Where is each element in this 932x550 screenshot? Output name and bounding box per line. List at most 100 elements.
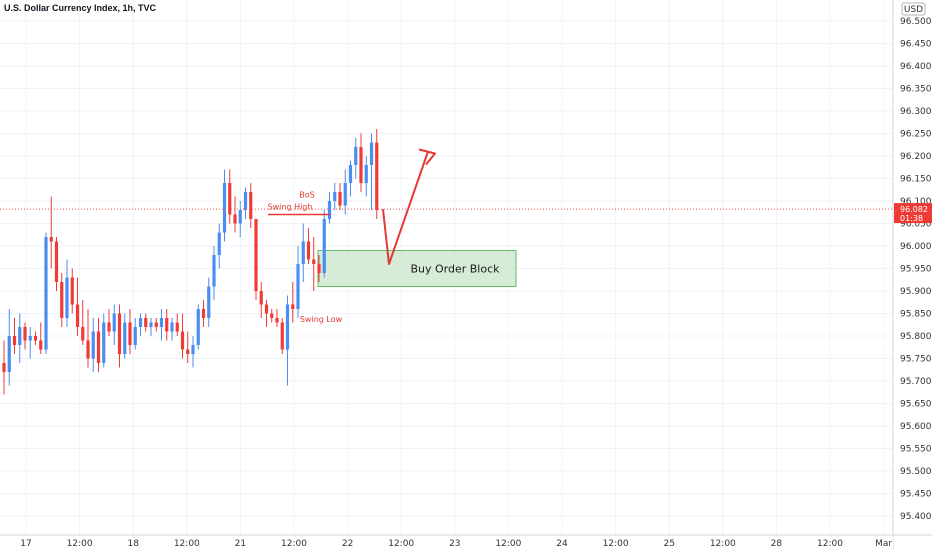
candle-body <box>107 322 111 332</box>
candle <box>359 133 363 192</box>
y-tick-label: 96.350 <box>900 85 932 95</box>
candle-body <box>7 336 11 372</box>
candle <box>364 156 368 197</box>
candle-body <box>128 322 132 345</box>
candle <box>327 192 332 224</box>
candle <box>348 160 353 197</box>
time-axis-background <box>0 535 893 550</box>
candle <box>238 201 242 237</box>
bos-label: BoS <box>299 191 314 200</box>
candle-body <box>18 327 22 345</box>
candle <box>306 228 311 264</box>
order-block-zone: Buy Order Block <box>317 250 517 287</box>
x-tick-label: 12:00 <box>495 539 521 549</box>
y-tick-label: 95.900 <box>900 287 932 297</box>
candle <box>138 313 143 336</box>
candle-body <box>112 313 116 332</box>
candle-body <box>354 147 358 165</box>
y-tick-label: 95.400 <box>900 512 932 522</box>
price-axis[interactable]: 96.500 96.450 96.400 96.350 96.300 96.250 96.2… <box>900 17 932 522</box>
candle-body <box>317 264 321 273</box>
candle-body <box>312 259 316 264</box>
candle <box>233 196 237 233</box>
candle <box>343 169 347 215</box>
y-tick-label: 96.250 <box>900 130 932 140</box>
candle <box>291 282 295 323</box>
y-tick-label: 95.700 <box>900 377 932 387</box>
candle-body <box>2 363 6 372</box>
candle-body <box>249 192 253 219</box>
x-tick-label: 22 <box>342 539 353 549</box>
chart-title: U.S. Dollar Currency Index, 1h, TVC <box>4 3 157 13</box>
candle <box>65 259 69 327</box>
candle <box>285 295 290 386</box>
candle-body <box>291 304 295 309</box>
candle-body <box>217 232 221 255</box>
candle <box>60 273 64 327</box>
candle-body <box>39 340 43 350</box>
candle-body <box>228 183 232 215</box>
swing-high-label: Swing High <box>268 203 313 212</box>
candle-body <box>338 192 342 206</box>
candles <box>2 129 379 395</box>
currency-badge-box[interactable] <box>901 2 926 16</box>
candle-body <box>117 313 122 354</box>
candle-body <box>49 237 53 242</box>
candle-body <box>44 237 48 350</box>
y-tick-label: 96.050 <box>900 220 932 230</box>
price-countdown: 01:38 <box>900 214 923 223</box>
currency-badge: USD <box>904 5 923 15</box>
last-price-value: 96.082 <box>900 205 928 214</box>
x-tick-label: 12:00 <box>281 539 307 549</box>
swing-low-label: Swing Low <box>300 315 343 324</box>
candle <box>123 313 127 359</box>
candle-body <box>327 201 332 219</box>
candle <box>117 304 122 368</box>
projection-arrowhead <box>418 148 436 166</box>
candle-body <box>212 255 216 287</box>
candle <box>112 304 116 345</box>
candle <box>222 169 227 242</box>
y-tick-label: 95.550 <box>900 445 932 455</box>
y-tick-label: 96.150 <box>900 175 932 185</box>
candle-body <box>222 183 227 233</box>
candle-body <box>270 313 274 318</box>
candle <box>149 318 153 336</box>
time-axis[interactable]: 17 12:00 18 12:00 21 12:00 22 12:00 23 12:00 24 12:… <box>20 539 892 549</box>
y-tick-label: 95.850 <box>900 310 932 320</box>
candle-body <box>65 277 69 318</box>
candle <box>301 223 305 282</box>
candle <box>170 318 174 341</box>
y-tick-label: 96.450 <box>900 40 932 50</box>
candle-body <box>375 142 379 210</box>
candle-body <box>280 322 284 350</box>
candle <box>191 336 195 368</box>
y-tick-label: 96.200 <box>900 152 932 162</box>
x-tick-label: 12:00 <box>67 539 93 549</box>
candle <box>354 138 358 179</box>
candle <box>144 313 148 332</box>
candle-body <box>12 336 17 345</box>
candle <box>133 318 137 350</box>
candle <box>201 300 206 327</box>
candle-body <box>207 286 211 318</box>
projection-path <box>382 151 429 265</box>
candle-body <box>322 219 326 273</box>
x-tick-label: 18 <box>127 539 139 549</box>
candle <box>317 255 321 282</box>
candle <box>207 277 211 327</box>
candle <box>12 318 17 354</box>
candle-body <box>154 322 158 327</box>
candle <box>33 331 38 345</box>
candle <box>44 232 48 354</box>
y-tick-label: 96.100 <box>900 197 932 207</box>
candle <box>312 237 316 291</box>
annotations: Swing High BoS Swing Low <box>268 148 436 324</box>
candle-body <box>364 165 368 183</box>
x-tick-label: 12:00 <box>388 539 414 549</box>
candle <box>70 268 74 314</box>
x-tick-label: 12:00 <box>603 539 629 549</box>
candle-body <box>333 192 337 201</box>
